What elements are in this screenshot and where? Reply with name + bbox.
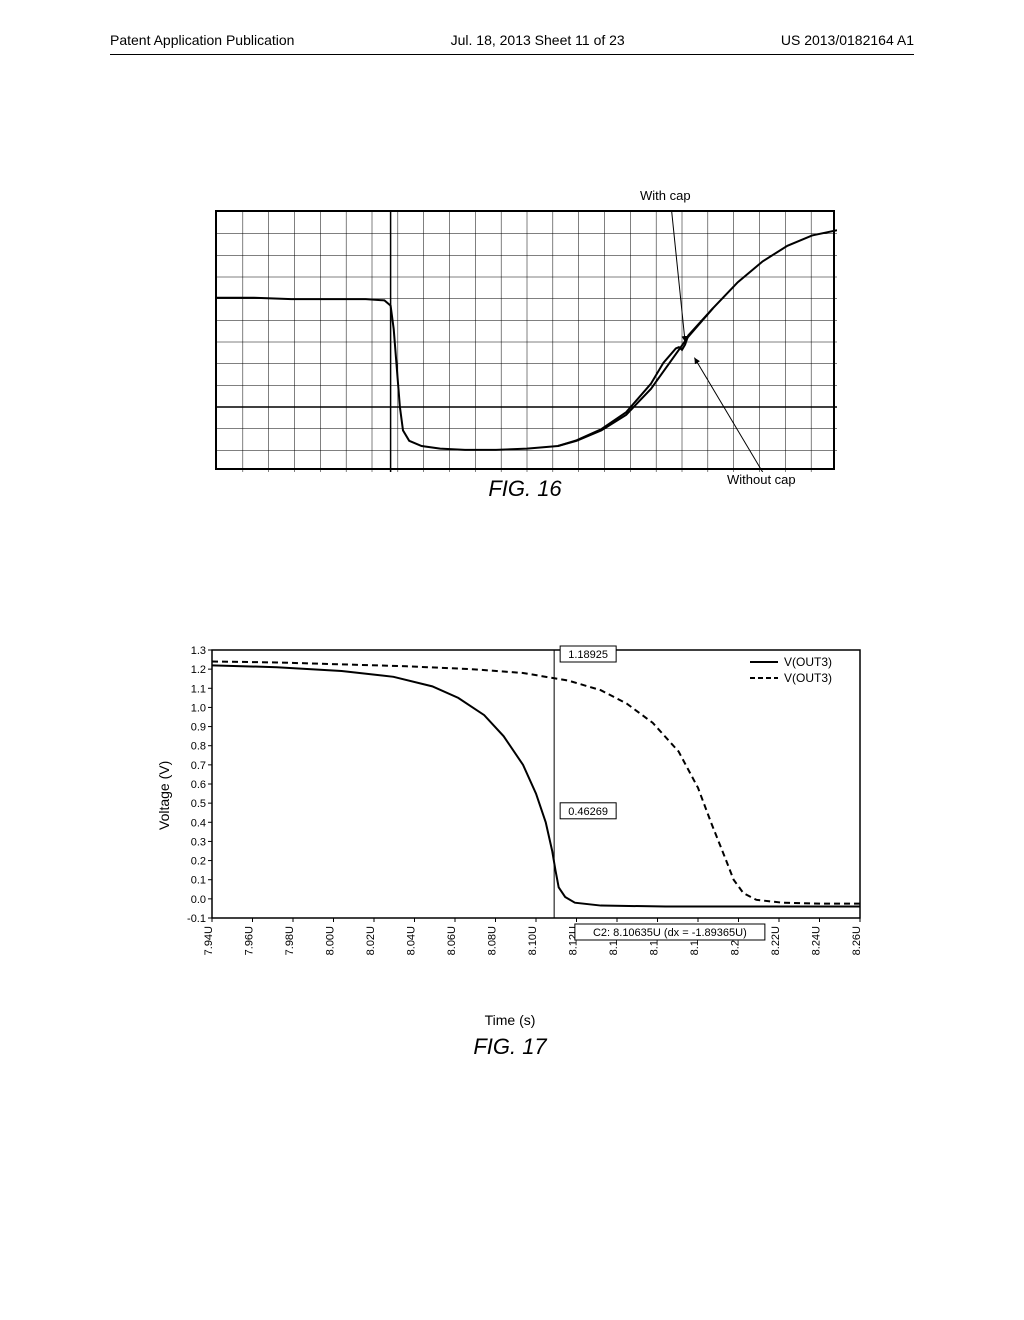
svg-text:1.3: 1.3 [191, 645, 206, 657]
svg-text:8.26U: 8.26U [851, 926, 863, 955]
svg-text:8.22U: 8.22U [770, 926, 782, 955]
svg-text:0.46269: 0.46269 [568, 806, 608, 818]
svg-text:0.9: 0.9 [191, 722, 206, 734]
fig17-ylabel: Voltage (V) [156, 761, 172, 830]
svg-text:0.5: 0.5 [191, 798, 206, 810]
header-center: Jul. 18, 2013 Sheet 11 of 23 [451, 32, 625, 48]
fig17-svg: -0.1 0.0 0.1 0.2 0.3 0.4 0.5 0.6 0.7 0.8 0.9 1.0 1.1… [150, 640, 870, 970]
svg-text:7.98U: 7.98U [284, 926, 296, 955]
fig16-chart-area [215, 210, 835, 470]
header-right: US 2013/0182164 A1 [781, 32, 914, 48]
svg-text:0.2: 0.2 [191, 856, 206, 868]
with-cap-label: With cap [640, 188, 691, 203]
fig17-caption: FIG. 17 [150, 1034, 870, 1060]
svg-text:0.7: 0.7 [191, 760, 206, 772]
svg-text:8.10U: 8.10U [527, 926, 539, 955]
svg-text:0.6: 0.6 [191, 779, 206, 791]
svg-text:1.1: 1.1 [191, 683, 206, 695]
fig17-xlabel: Time (s) [150, 1012, 870, 1028]
svg-text:7.96U: 7.96U [244, 926, 256, 955]
svg-text:1.18925: 1.18925 [568, 649, 608, 661]
figure-17: Voltage (V) -0.1 0.0 0.1 0.2 0.3 0.4 0.5 0.6 0.7… [150, 640, 870, 1060]
svg-text:0.3: 0.3 [191, 836, 206, 848]
svg-text:8.00U: 8.00U [325, 926, 337, 955]
svg-text:C2: 8.10635U (dx = -1.89365U): C2: 8.10635U (dx = -1.89365U) [593, 927, 747, 939]
svg-text:8.02U: 8.02U [365, 926, 377, 955]
header-left: Patent Application Publication [110, 32, 294, 48]
svg-text:-0.1: -0.1 [187, 913, 206, 925]
svg-text:8.24U: 8.24U [811, 926, 823, 955]
header-rule [110, 54, 914, 55]
svg-text:1.0: 1.0 [191, 702, 206, 714]
svg-text:1.2: 1.2 [191, 664, 206, 676]
figure-16: With cap Without cap FIG. 16 [215, 210, 835, 502]
svg-text:0.1: 0.1 [191, 875, 206, 887]
svg-text:0.0: 0.0 [191, 894, 206, 906]
svg-text:8.06U: 8.06U [446, 926, 458, 955]
svg-text:0.8: 0.8 [191, 741, 206, 753]
svg-text:8.08U: 8.08U [487, 926, 499, 955]
page-header: Patent Application Publication Jul. 18, … [0, 32, 1024, 55]
svg-text:0.4: 0.4 [191, 817, 206, 829]
svg-text:V(OUT3): V(OUT3) [784, 655, 832, 669]
svg-text:8.04U: 8.04U [406, 926, 418, 955]
svg-text:V(OUT3): V(OUT3) [784, 671, 832, 685]
svg-text:7.94U: 7.94U [203, 926, 215, 955]
without-cap-label: Without cap [727, 472, 796, 487]
fig16-svg [217, 212, 837, 472]
